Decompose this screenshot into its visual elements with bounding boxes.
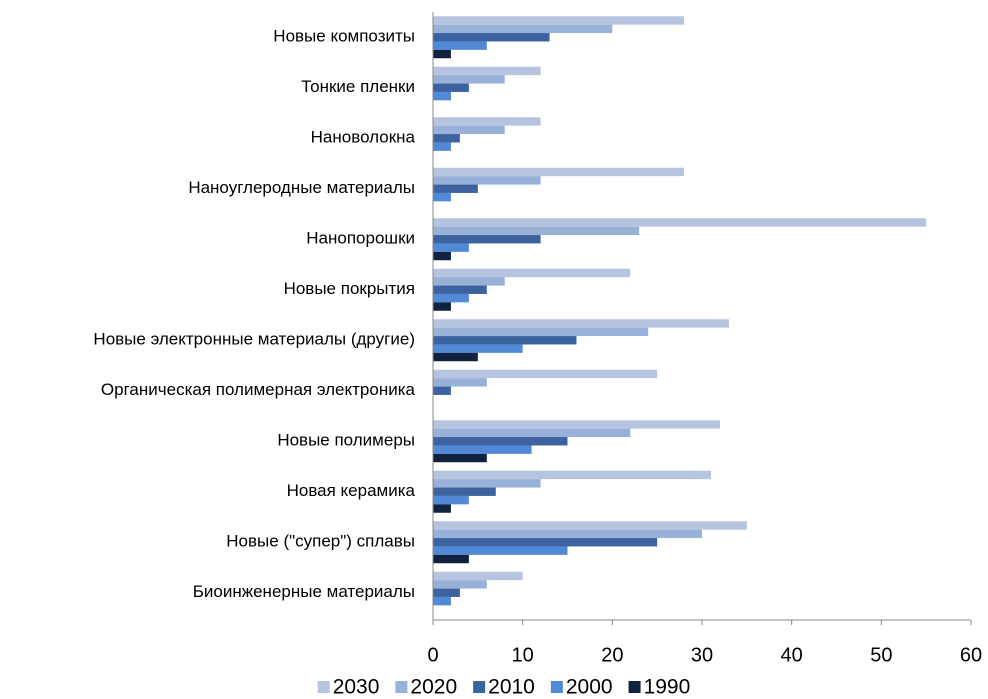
legend-swatch [550, 681, 563, 693]
bar [433, 538, 658, 547]
category-label: Новые покрытия [284, 279, 415, 298]
bar [433, 235, 541, 244]
bar [433, 16, 685, 25]
category-label: Новые полимеры [277, 431, 415, 450]
bar [433, 554, 469, 564]
category-label: Новая керамика [287, 481, 416, 500]
bar [433, 83, 469, 92]
bar [433, 33, 550, 42]
category-label: Биоинженерные материалы [193, 582, 415, 601]
bar [433, 580, 487, 589]
bar [433, 226, 640, 236]
bar [433, 470, 711, 480]
bar [433, 251, 451, 261]
bar [433, 192, 451, 202]
category-label: Тонкие пленки [301, 77, 415, 96]
bar [433, 352, 478, 362]
bar [433, 117, 541, 126]
legend-label: 2030 [333, 676, 380, 699]
x-tick-label: 10 [512, 644, 534, 666]
bar [433, 24, 613, 34]
legend-label: 1990 [644, 676, 691, 699]
category-label: Новые композиты [273, 27, 415, 46]
bar [433, 596, 451, 606]
bar [433, 386, 451, 395]
legend-swatch [628, 681, 641, 693]
x-tick-label: 50 [870, 644, 892, 666]
bar [433, 327, 649, 337]
bar [433, 445, 532, 454]
category-label: Нановолокна [311, 128, 416, 147]
bar [433, 420, 720, 429]
x-tick-label: 60 [960, 644, 982, 666]
bar [433, 571, 523, 581]
bar [433, 529, 702, 539]
bar [433, 588, 460, 597]
bar [433, 218, 927, 227]
bar [433, 134, 460, 143]
bar [433, 285, 487, 294]
bar [433, 521, 747, 530]
bar [433, 336, 577, 345]
bar [433, 142, 451, 151]
bar [433, 243, 469, 252]
bar [433, 504, 451, 513]
bar [433, 91, 451, 101]
bar [433, 487, 496, 496]
x-tick-label: 30 [691, 644, 713, 666]
bar [433, 125, 505, 135]
bar [433, 66, 541, 76]
bar [433, 75, 505, 84]
category-label: Наноуглеродные материалы [188, 178, 415, 197]
bar [433, 41, 487, 50]
bar [433, 378, 487, 387]
bar [433, 546, 568, 555]
category-label: Новые электронные материалы (другие) [93, 330, 415, 349]
bar [433, 167, 685, 177]
legend-label: 2010 [488, 676, 535, 699]
bar [433, 268, 631, 278]
bar [433, 369, 658, 379]
bar [433, 437, 568, 446]
bar [433, 479, 541, 488]
bar [433, 428, 631, 438]
legend-swatch [395, 681, 408, 693]
bar [433, 293, 469, 303]
category-label: Нанопорошки [306, 229, 415, 248]
bar [433, 176, 541, 185]
category-label: Новые ("супер") сплавы [226, 532, 415, 551]
category-label: Органическая полимерная электроника [101, 380, 416, 399]
bar [433, 277, 505, 286]
legend-label: 2000 [566, 676, 613, 699]
legend-swatch [317, 681, 330, 693]
bar [433, 495, 469, 505]
x-tick-label: 0 [427, 644, 438, 666]
legend-label: 2020 [410, 676, 457, 699]
bar [433, 453, 487, 463]
bar [433, 49, 451, 59]
bar [433, 184, 478, 193]
bar [433, 344, 523, 353]
bar [433, 302, 451, 311]
bar [433, 319, 729, 328]
x-tick-label: 20 [601, 644, 623, 666]
x-tick-label: 40 [781, 644, 803, 666]
legend-swatch [473, 681, 486, 693]
